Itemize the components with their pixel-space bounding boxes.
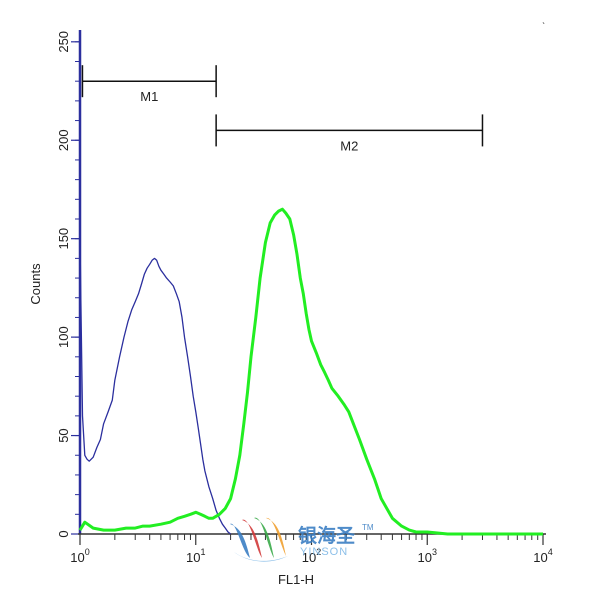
histogram-series-1	[79, 238, 231, 535]
logo-mark-green	[254, 517, 274, 558]
logo-mark-lightblue	[234, 552, 288, 562]
y-tick-label: 0	[56, 530, 71, 537]
y-tick-label: 50	[56, 428, 71, 442]
marker-layer: M1 M2	[81, 65, 484, 153]
x-tick-base: 10	[302, 550, 316, 565]
x-tick-base: 10	[533, 550, 547, 565]
stray-mark: ˋ	[542, 21, 545, 33]
logo-mark-blue	[230, 523, 250, 558]
x-tick-label: 103	[418, 547, 437, 565]
x-tick-label: 100	[70, 547, 89, 565]
x-tick-base: 10	[186, 550, 200, 565]
x-axis-title: FL1-H	[278, 572, 314, 587]
watermark-en-text: YINSON	[300, 546, 348, 558]
x-ticks: 100 101 102 103 104	[70, 534, 553, 565]
x-tick-label: 104	[533, 547, 552, 565]
x-axis: 100 101 102 103 104 FL1-H	[70, 533, 553, 587]
y-tick-label: 200	[56, 129, 71, 151]
x-tick-exponent: 2	[316, 547, 321, 557]
histogram-series-2	[78, 207, 543, 536]
y-ticks: 0 50 100 150 200 250	[56, 31, 80, 538]
marker-label: M1	[140, 89, 158, 104]
series-layer	[78, 207, 543, 536]
x-tick-label: 101	[186, 547, 205, 565]
y-tick-label: 100	[56, 326, 71, 348]
x-tick-base: 10	[418, 550, 432, 565]
marker-m2: M2	[215, 114, 484, 153]
watermark-tm: TM	[362, 523, 374, 532]
x-tick-exponent: 0	[85, 547, 90, 557]
x-tick-exponent: 4	[548, 547, 553, 557]
logo-mark-orange	[266, 517, 286, 556]
watermark-cn-text: 银海圣	[298, 524, 356, 547]
logo-mark-red	[242, 519, 262, 558]
y-tick-label: 150	[56, 228, 71, 250]
x-tick-base: 10	[70, 550, 84, 565]
x-tick-exponent: 3	[432, 547, 437, 557]
x-tick-exponent: 1	[200, 547, 205, 557]
marker-label: M2	[340, 138, 358, 153]
watermark-logo: 银海圣 TM YINSON	[230, 517, 374, 562]
y-axis-title: Counts	[28, 263, 43, 305]
y-tick-label: 250	[56, 31, 71, 53]
x-tick-label: 102	[302, 547, 321, 565]
marker-m1: M1	[81, 65, 217, 104]
y-axis: 0 50 100 150 200 250 Counts	[28, 30, 82, 538]
